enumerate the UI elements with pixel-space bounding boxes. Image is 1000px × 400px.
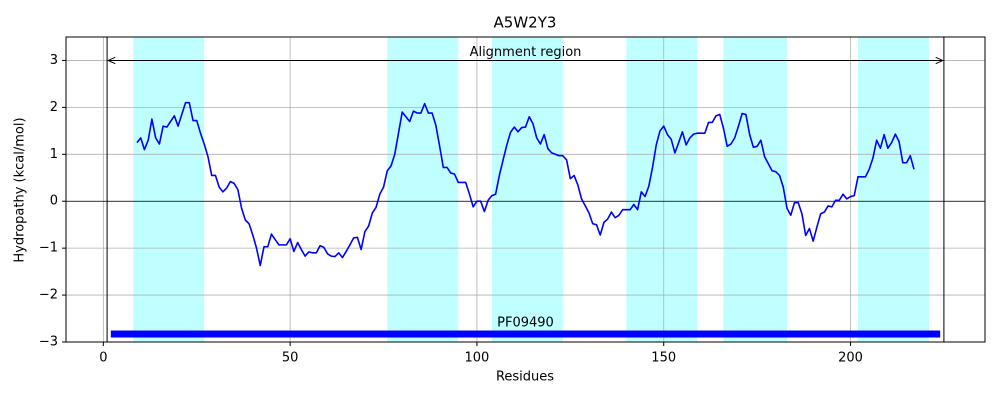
plot-frame (65, 36, 986, 343)
region (857, 37, 929, 342)
x-tick-label: 0 (99, 351, 107, 366)
x-tick-label: 100 (465, 351, 490, 366)
alignment-label: Alignment region (470, 45, 582, 60)
region (723, 37, 788, 342)
plot-area (66, 37, 985, 342)
y-tick-label: −3 (39, 335, 58, 350)
x-axis-label: Residues (496, 370, 554, 385)
y-tick-label: 1 (50, 147, 58, 162)
region (491, 37, 563, 342)
y-tick-label: 3 (50, 53, 58, 68)
chart-title: A5W2Y3 (494, 14, 557, 32)
x-tick-label: 50 (282, 351, 299, 366)
y-tick-label: 2 (50, 100, 58, 115)
region (626, 37, 698, 342)
domain-label: PF09490 (497, 316, 554, 331)
y-tick-label: −1 (39, 241, 58, 256)
hydropathy-line (136, 101, 915, 267)
y-tick-label: −2 (39, 288, 58, 303)
x-tick-label: 200 (838, 351, 863, 366)
region (133, 37, 205, 342)
x-tick-label: 150 (651, 351, 676, 366)
domain-bar (110, 330, 941, 338)
y-tick-label: 0 (50, 194, 58, 209)
region (387, 37, 459, 342)
axes: 0 50 100 150 200 −3 −2 −1 0 1 2 3 Alignment region PF… (39, 45, 863, 366)
y-axis-label: Hydropathy (kcal/mol) (13, 117, 28, 262)
